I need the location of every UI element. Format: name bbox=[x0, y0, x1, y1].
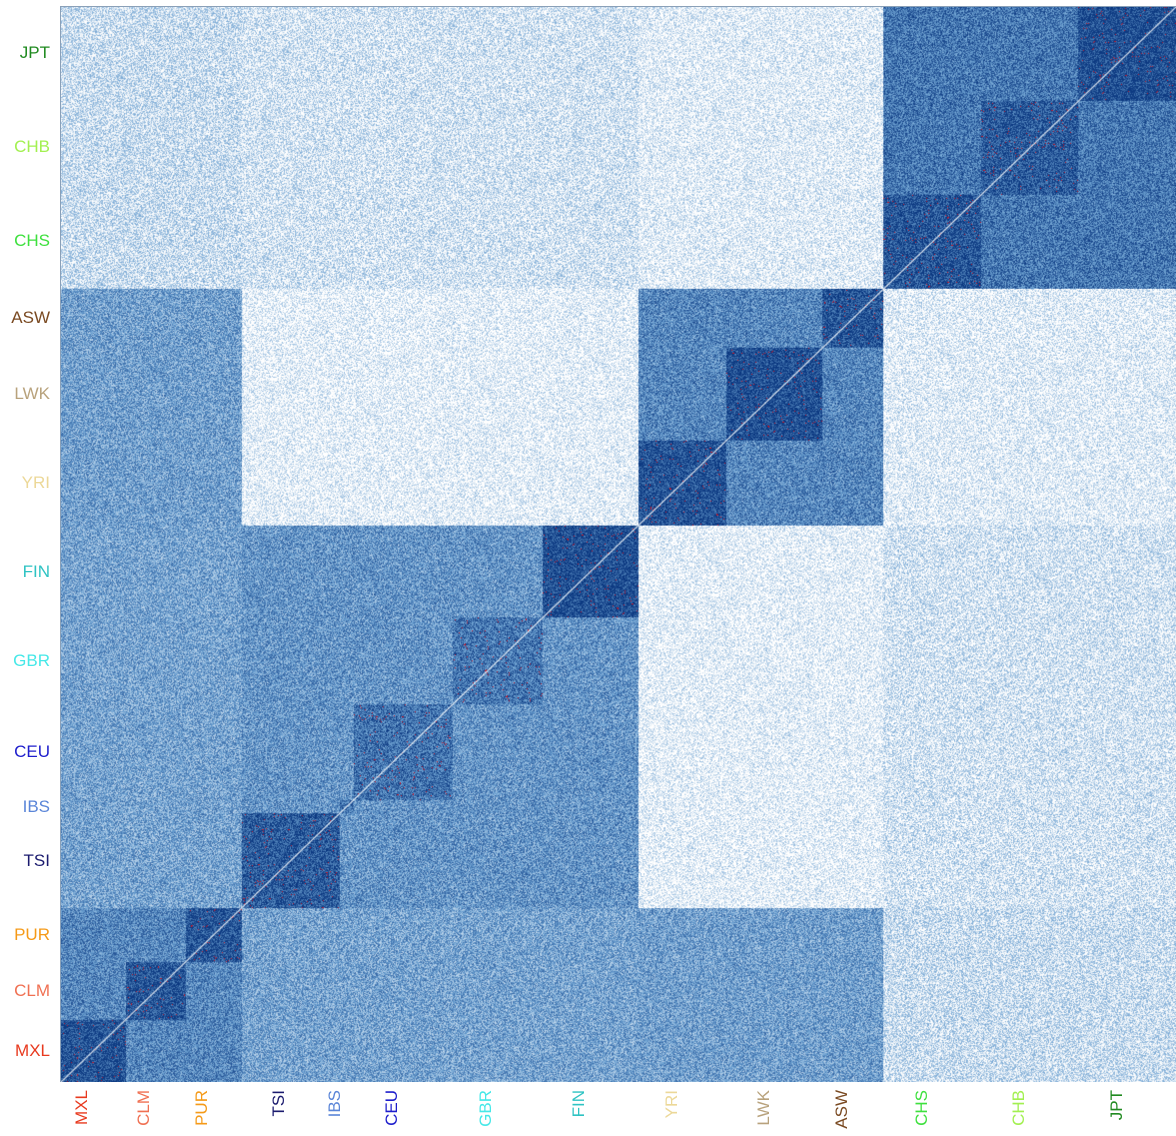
y-tick-label-tsi: TSI bbox=[23, 851, 50, 870]
x-tick-label-chs: CHS bbox=[911, 1090, 931, 1126]
y-tick-label-fin: FIN bbox=[22, 561, 50, 581]
x-tick-label-tsi: TSI bbox=[269, 1090, 289, 1117]
x-tick-label-ibs: IBS bbox=[325, 1090, 345, 1118]
y-tick-label-chb: CHB bbox=[14, 137, 50, 157]
y-tick-label-pur: PUR bbox=[14, 925, 50, 945]
y-tick-label-asw: ASW bbox=[11, 308, 50, 328]
x-tick-label-jpt: JPT bbox=[1106, 1090, 1126, 1121]
relatedness-heatmap bbox=[60, 6, 1176, 1082]
y-tick-label-mxl: MXL bbox=[15, 1041, 50, 1061]
x-tick-label-yri: YRI bbox=[661, 1090, 681, 1119]
y-tick-label-clm: CLM bbox=[14, 981, 50, 1001]
y-tick-label-jpt: JPT bbox=[19, 43, 50, 63]
x-tick-label-clm: CLM bbox=[134, 1090, 154, 1126]
x-tick-label-gbr: GBR bbox=[476, 1090, 496, 1127]
y-tick-label-gbr: GBR bbox=[13, 651, 50, 671]
y-tick-label-lwk: LWK bbox=[14, 383, 50, 403]
y-tick-label-chs: CHS bbox=[14, 231, 50, 251]
y-tick-label-yri: YRI bbox=[21, 472, 50, 492]
x-tick-label-chb: CHB bbox=[1009, 1090, 1029, 1126]
y-tick-label-ibs: IBS bbox=[22, 796, 50, 816]
x-tick-label-lwk: LWK bbox=[753, 1090, 773, 1126]
x-tick-label-pur: PUR bbox=[192, 1090, 212, 1126]
y-tick-label-ceu: CEU bbox=[14, 742, 50, 762]
x-tick-label-fin: FIN bbox=[569, 1090, 589, 1118]
x-tick-label-asw: ASW bbox=[832, 1090, 852, 1129]
x-tick-label-ceu: CEU bbox=[381, 1090, 401, 1126]
x-tick-label-mxl: MXL bbox=[72, 1090, 92, 1125]
